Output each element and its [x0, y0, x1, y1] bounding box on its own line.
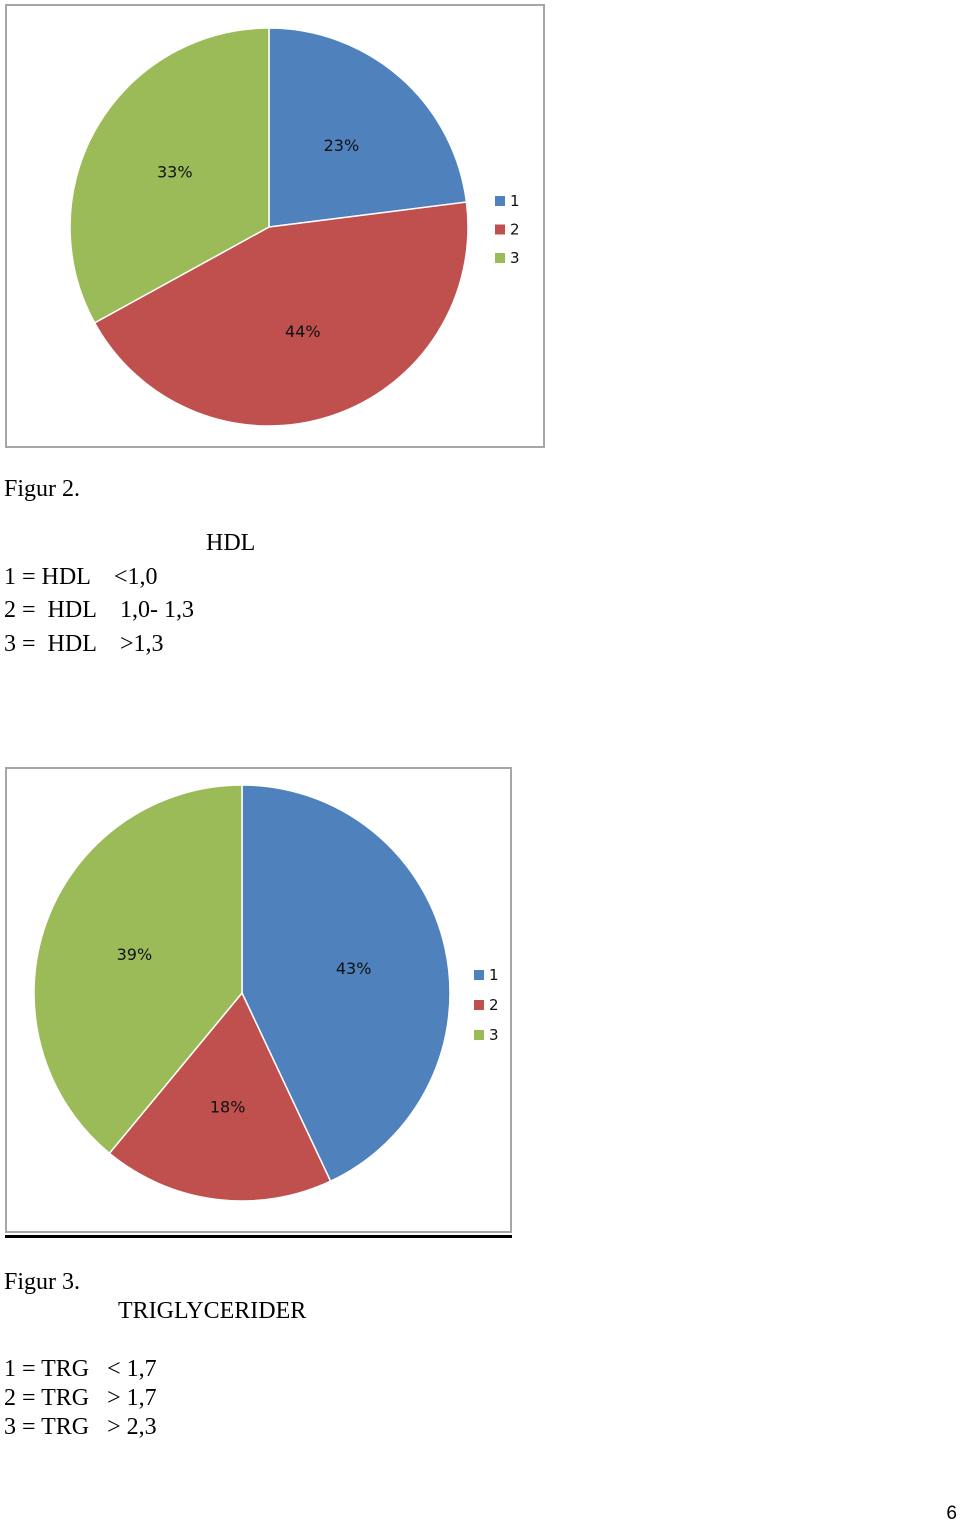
- hdl-slice-3: [69, 27, 270, 324]
- divider-line: [5, 1235, 512, 1238]
- page-number: 6: [946, 1503, 957, 1524]
- hdl-data-label-1: 23%: [324, 136, 360, 155]
- hdl-legend-swatch-1: [495, 196, 505, 206]
- trg-legend-swatch-1: [474, 970, 484, 980]
- hdl-pie-chart: 23% 44% 33% 1 2 3: [5, 4, 545, 448]
- figure2-key-2: 2 = HDL 1,0- 1,3: [4, 597, 194, 623]
- figure2-title: HDL: [206, 530, 256, 556]
- figure2-key-3: 3 = HDL >1,3: [4, 631, 164, 657]
- trg-slice-3: [33, 784, 243, 1155]
- triglycerider-pie-svg: 43% 18% 39% 1 2 3: [33, 784, 499, 1202]
- hdl-legend-label-1: 1: [510, 192, 520, 210]
- trg-legend-label-2: 2: [489, 996, 499, 1014]
- trg-legend-swatch-2: [474, 1000, 484, 1010]
- trg-data-label-2: 18%: [210, 1097, 246, 1116]
- hdl-slice-2: [93, 201, 469, 427]
- trg-data-label-3: 39%: [117, 945, 153, 964]
- trg-data-label-1: 43%: [336, 959, 372, 978]
- hdl-legend-label-3: 3: [510, 249, 520, 267]
- triglycerider-pie-chart: 43% 18% 39% 1 2 3: [5, 767, 512, 1233]
- figure2-key-1: 1 = HDL <1,0: [4, 564, 158, 590]
- figure3-title: TRIGLYCERIDER: [118, 1298, 307, 1324]
- hdl-legend-swatch-2: [495, 224, 505, 235]
- trg-legend-swatch-3: [474, 1030, 484, 1040]
- trg-legend-label-1: 1: [489, 966, 499, 984]
- figure3-key-1: 1 = TRG < 1,7: [4, 1356, 157, 1382]
- hdl-data-label-3: 33%: [157, 162, 193, 181]
- figure2-caption: Figur 2.: [4, 476, 81, 502]
- hdl-slice-1: [268, 27, 468, 228]
- hdl-legend-label-2: 2: [510, 221, 520, 239]
- hdl-data-label-2: 44%: [285, 322, 321, 341]
- figure3-key-3: 3 = TRG > 2,3: [4, 1414, 157, 1440]
- trg-slice-1: [241, 784, 451, 1183]
- trg-legend-label-3: 3: [489, 1026, 499, 1044]
- hdl-legend-swatch-3: [495, 253, 505, 263]
- hdl-pie-svg: 23% 44% 33% 1 2 3: [69, 27, 520, 427]
- trg-slice-2: [108, 991, 332, 1202]
- figure3-caption: Figur 3.: [4, 1269, 81, 1295]
- figure3-key-2: 2 = TRG > 1,7: [4, 1385, 157, 1411]
